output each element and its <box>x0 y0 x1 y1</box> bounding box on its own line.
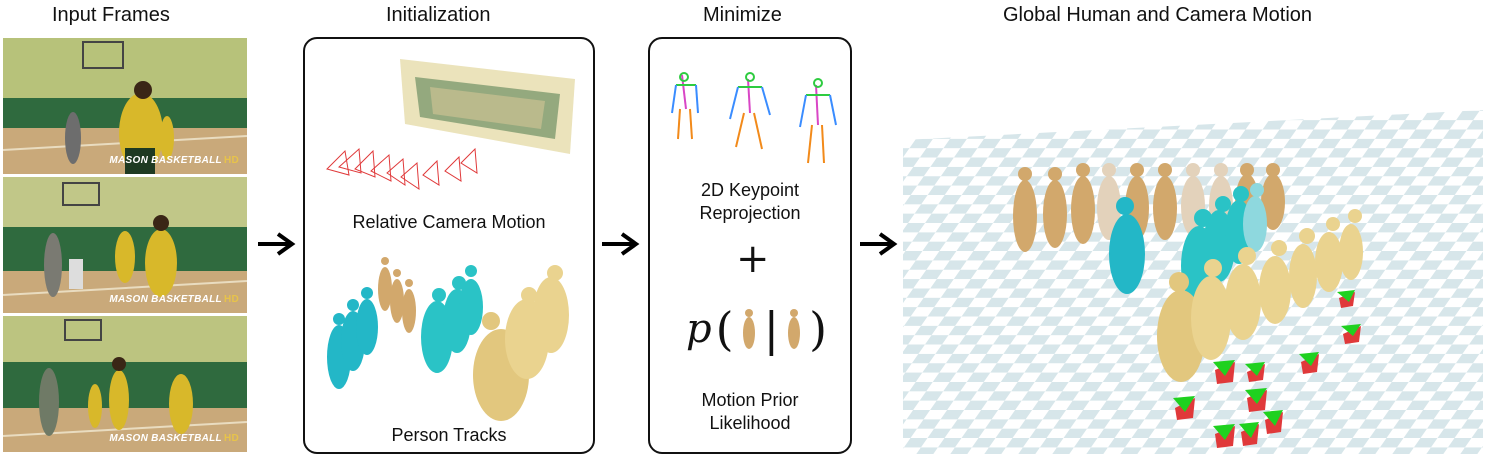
minimize-panel: 2D Keypoint Reprojection + p ( | ) Motio… <box>648 37 852 454</box>
arrow-right-icon <box>602 232 640 256</box>
point-cloud <box>400 59 575 154</box>
input-frame-2: MASON BASKETBALL HD <box>3 177 247 313</box>
global-motion-scene <box>903 110 1483 454</box>
plus-sign: + <box>736 236 770 282</box>
basketball-frame-image <box>3 177 247 313</box>
input-frame-3: MASON BASKETBALL HD <box>3 316 247 452</box>
person-tracks-label: Person Tracks <box>391 425 507 445</box>
arrow-right-icon <box>258 232 296 256</box>
camera-frustums <box>326 147 478 190</box>
gold-track <box>1157 209 1363 382</box>
initialization-title: Initialization <box>386 4 491 26</box>
input-frames-title: Input Frames <box>52 4 170 26</box>
input-frame-1: MASON BASKETBALL HD <box>3 38 247 174</box>
frame-watermark: MASON BASKETBALL HD <box>109 433 239 444</box>
frame-watermark: MASON BASKETBALL HD <box>109 155 239 166</box>
initialization-panel: Relative Camera Motion Person Tracks <box>303 37 595 454</box>
keypoint-reprojection-label: 2D Keypoint Reprojection <box>699 180 801 223</box>
arrow-right-icon <box>860 232 898 256</box>
relative-camera-motion-label: Relative Camera Motion <box>352 212 546 232</box>
basketball-frame-image <box>3 316 247 452</box>
camera-markers <box>1173 290 1361 448</box>
global-motion-title: Global Human and Camera Motion <box>1003 4 1313 26</box>
initialization-illustration <box>326 59 575 421</box>
motion-prior-likelihood-label: Motion Prior Likelihood <box>701 390 799 433</box>
minimize-title: Minimize <box>703 4 782 26</box>
motion-prior-formula: p ( | ) <box>686 302 828 356</box>
person-figure-icon <box>788 309 801 349</box>
frame-watermark: MASON BASKETBALL HD <box>109 294 239 305</box>
keypoint-skeletons <box>671 72 837 164</box>
person-figure-icon <box>742 309 755 349</box>
basketball-frame-image <box>3 38 247 174</box>
person-tracks <box>327 257 569 421</box>
